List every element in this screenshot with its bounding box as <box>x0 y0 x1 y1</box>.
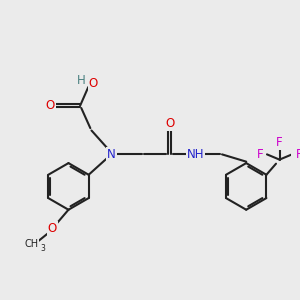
Text: F: F <box>257 148 263 161</box>
Text: O: O <box>165 117 174 130</box>
Text: N: N <box>107 148 116 161</box>
Text: CH: CH <box>25 238 39 248</box>
Text: F: F <box>276 136 283 148</box>
Text: O: O <box>88 77 98 90</box>
Text: NH: NH <box>187 148 205 161</box>
Text: O: O <box>46 99 55 112</box>
Text: F: F <box>296 148 300 161</box>
Text: 3: 3 <box>40 244 45 253</box>
Text: H: H <box>77 74 86 87</box>
Text: O: O <box>48 222 57 235</box>
